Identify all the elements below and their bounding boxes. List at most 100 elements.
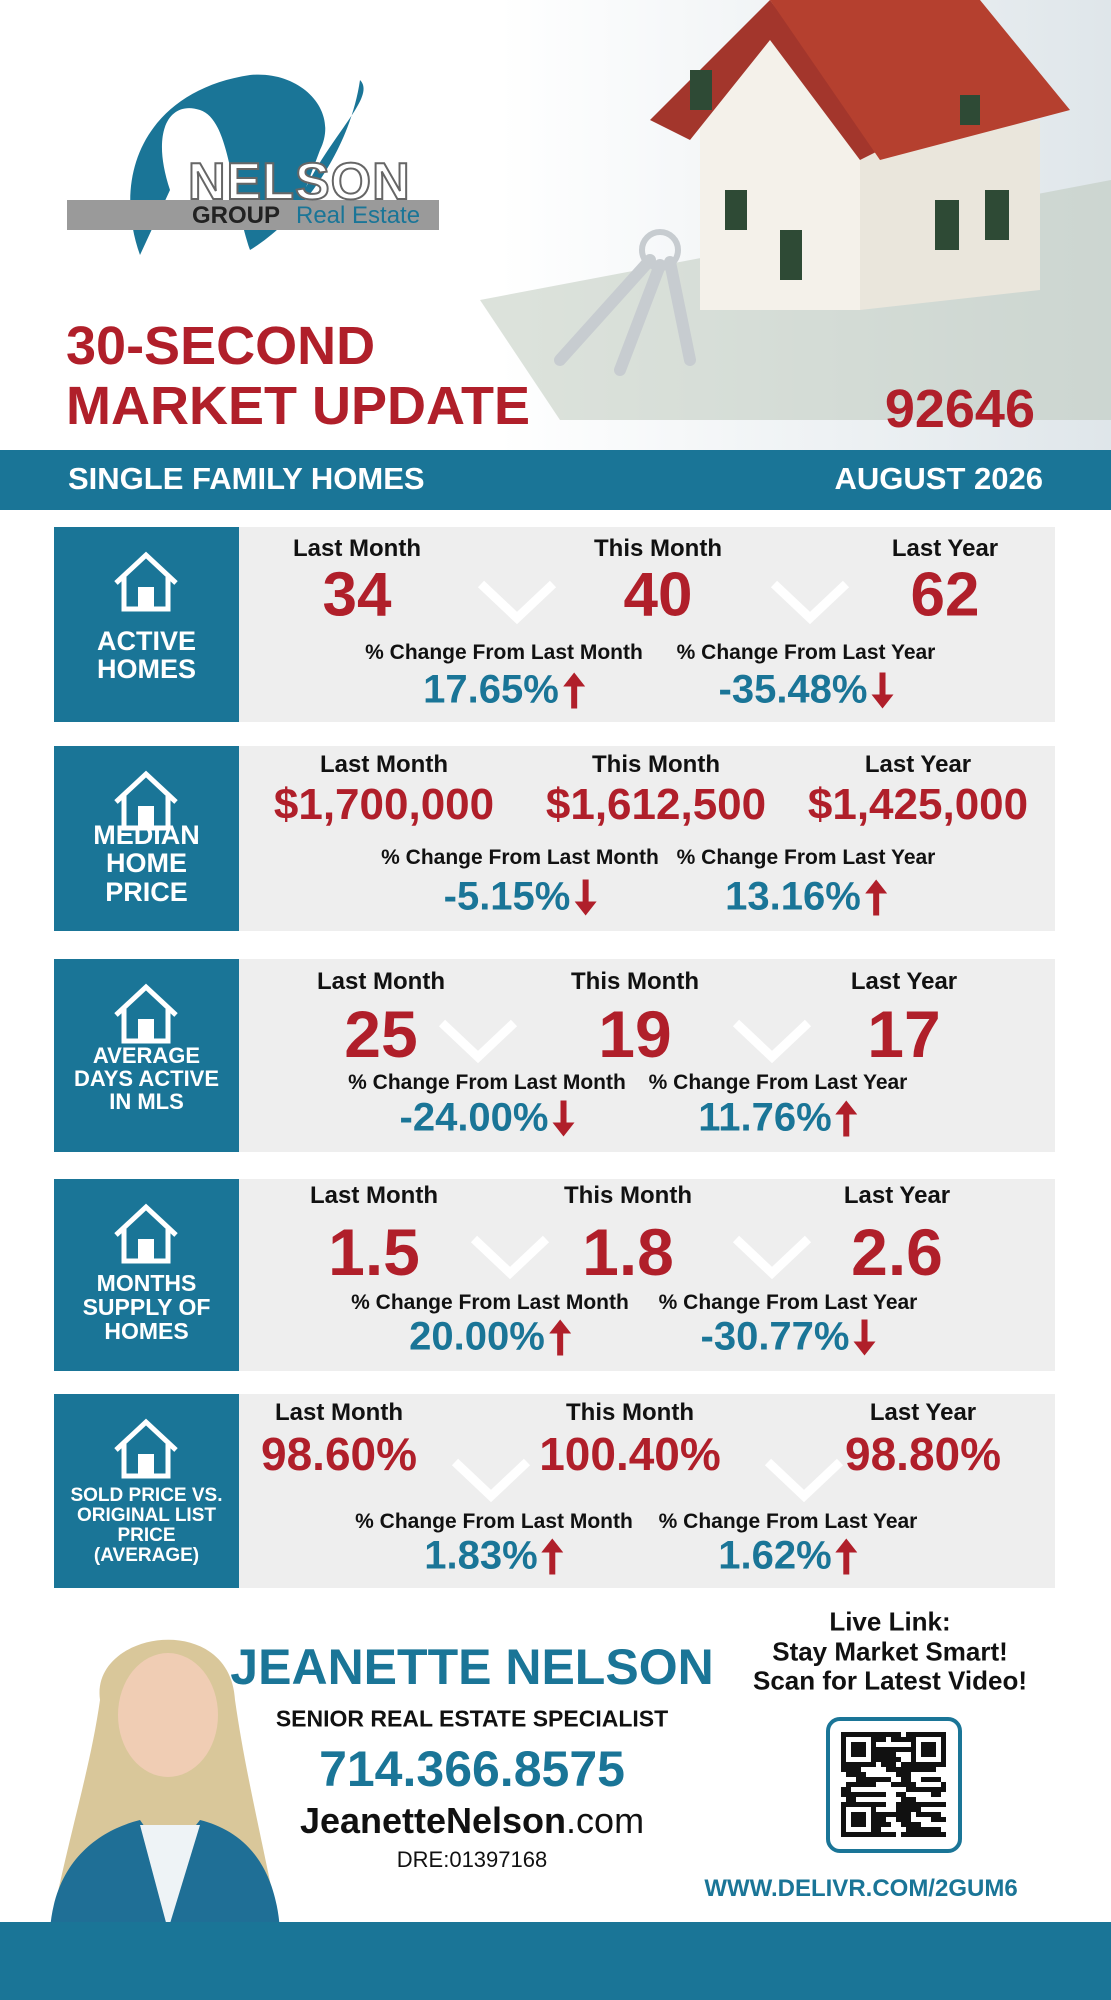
zip: 92646: [884, 379, 1035, 439]
icon-shape: [138, 1239, 154, 1261]
qr-module: [941, 1832, 946, 1837]
qr-module: [841, 1732, 846, 1737]
qr-module: [856, 1752, 861, 1757]
qr-module: [841, 1752, 846, 1757]
metric-label: AVERAGE DAYS ACTIVE IN MLS: [73, 1043, 220, 1115]
qr-module: [886, 1752, 891, 1757]
change-arrow: [864, 879, 887, 915]
qr-module: [881, 1812, 886, 1817]
qr-module: [846, 1832, 851, 1837]
qr-module: [901, 1832, 906, 1837]
qr-module: [926, 1767, 931, 1772]
qr-module: [866, 1777, 871, 1782]
metric-value: 25: [344, 997, 418, 1071]
metric-panel: Last Month $1,700,000 This Month $1,612,500…: [239, 746, 1055, 931]
qr-module: [856, 1822, 861, 1827]
change: 17.65%: [423, 668, 585, 713]
band: [0, 450, 1111, 510]
qr-module: [871, 1732, 876, 1737]
metric-label: ACTIVE HOMES: [96, 626, 196, 685]
qr-module: [886, 1767, 891, 1772]
chevron-shape: [451, 1458, 531, 1502]
metric-icon: [114, 1418, 178, 1479]
metric-label: MEDIAN HOME PRICE: [93, 820, 200, 907]
metric-panel: Last Month 98.60% This Month 100.40% Last Ye…: [239, 1394, 1055, 1588]
qr-module: [906, 1802, 911, 1807]
arrow-shape: [562, 672, 585, 708]
period: AUGUST 2026: [834, 461, 1043, 496]
column-label: Last Month: [320, 751, 448, 778]
qr-module: [901, 1737, 906, 1742]
qr-module: [876, 1822, 881, 1827]
qr-module: [901, 1822, 906, 1827]
chevron: [438, 1019, 518, 1063]
change-label: % Change From Last Year: [676, 641, 936, 664]
change-value: -24.00%: [399, 1095, 549, 1140]
url[interactable]: WWW.DELIVR.COM/2GUM6: [704, 1875, 1018, 1902]
qr-module: [871, 1822, 876, 1827]
qr-module: [941, 1752, 946, 1757]
qr-module: [931, 1752, 936, 1757]
qr-module: [911, 1762, 916, 1767]
qr-module: [941, 1747, 946, 1752]
qr-module: [941, 1757, 946, 1762]
qr-module: [896, 1812, 901, 1817]
change: 13.16%: [725, 875, 887, 920]
qr-module: [871, 1817, 876, 1822]
qr-module: [871, 1807, 876, 1812]
agent-photo: [50, 1639, 280, 1930]
qr-module: [906, 1747, 911, 1752]
change-label: % Change From Last Year: [648, 1071, 908, 1094]
metric-label-box: MEDIAN HOME PRICE: [54, 746, 239, 931]
qr-module: [936, 1777, 941, 1782]
qr-module: [841, 1832, 846, 1837]
metric-icon: [114, 1203, 178, 1264]
qr-module: [916, 1827, 921, 1832]
header-art: [0, 0, 1111, 450]
qr-module: [901, 1792, 906, 1797]
qr-module: [896, 1782, 901, 1787]
qr-module: [861, 1822, 866, 1827]
qr-module: [861, 1792, 866, 1797]
chevron-shape: [732, 1235, 812, 1279]
qr-module: [941, 1732, 946, 1737]
qr-module: [881, 1752, 886, 1757]
icon-shape: [138, 587, 154, 609]
change-label: % Change From Last Month: [351, 1291, 629, 1314]
qr-module: [861, 1802, 866, 1807]
qr-module: [936, 1732, 941, 1737]
change-value: 1.62%: [718, 1533, 832, 1578]
change-arrow: [541, 1538, 564, 1574]
qr-code[interactable]: [826, 1717, 962, 1853]
metric-value: 2.6: [851, 1215, 943, 1289]
arrow-shape: [835, 1538, 858, 1574]
change: -30.77%: [701, 1315, 876, 1360]
metric-value: 100.40%: [539, 1428, 721, 1480]
qr-module: [841, 1802, 846, 1807]
qr-module: [851, 1767, 856, 1772]
qr-module: [866, 1762, 871, 1767]
metric-value: $1,425,000: [807, 780, 1029, 829]
qr-module: [851, 1747, 856, 1752]
metric-icon: [114, 770, 178, 831]
qr-module: [851, 1797, 856, 1802]
qr-module: [861, 1747, 866, 1752]
qr-module: [856, 1782, 861, 1787]
qr-module: [841, 1787, 846, 1792]
qr-module: [911, 1767, 916, 1772]
qr-module: [866, 1832, 871, 1837]
qr-module: [911, 1827, 916, 1832]
qr-module: [891, 1762, 896, 1767]
qr-module: [876, 1732, 881, 1737]
qr-module: [936, 1812, 941, 1817]
qr-module: [876, 1802, 881, 1807]
qr-module: [911, 1807, 916, 1812]
metric-value: $1,612,500: [545, 780, 767, 829]
qr-module: [871, 1777, 876, 1782]
qr-module: [841, 1747, 846, 1752]
qr-module: [931, 1812, 936, 1817]
qr-module: [896, 1817, 901, 1822]
qr-module: [911, 1787, 916, 1792]
qr-module: [846, 1797, 851, 1802]
